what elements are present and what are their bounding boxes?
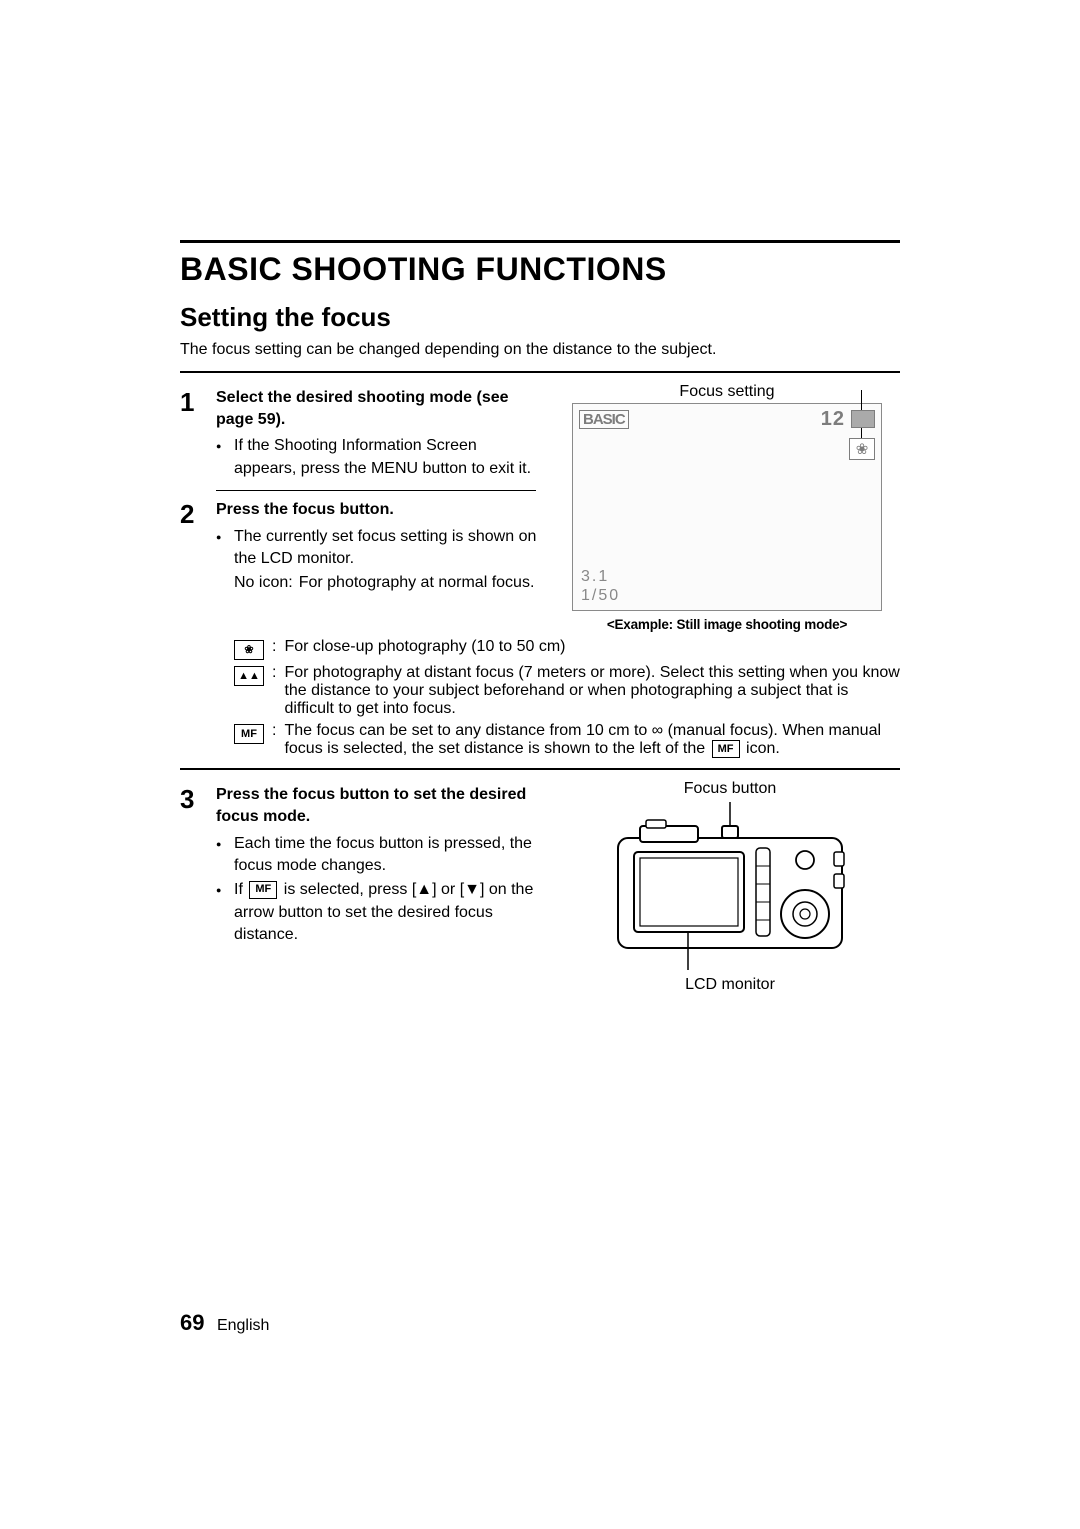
mf-desc-b: icon. [742,740,780,757]
mf-desc: The focus can be set to any distance fro… [284,722,900,758]
step-3-b2-b: is selected, press [▲] or [▼] on the arr… [234,881,533,943]
no-icon-label: No icon: [234,572,293,594]
lcd-col: Focus setting BASIC 12 ❀ 3.1 1/50 <Examp… [554,383,900,632]
step-2-number: 2 [180,499,202,595]
step-3-body: Press the focus button to set the desire… [216,784,540,949]
lcd-basic-badge: BASIC [579,410,629,429]
step-1-bullets: If the Shooting Information Screen appea… [216,435,540,480]
distant-desc: For photography at distant focus (7 mete… [284,664,900,718]
steps-lcd-row: 1 Select the desired shooting mode (see … [180,383,900,632]
lcd-monitor-label: LCD monitor [560,976,900,994]
camera-diagram [600,802,860,972]
step-3-bullet-2: If MF is selected, press [▲] or [▼] on t… [216,879,540,946]
step-3-heading: Press the focus button to set the desire… [216,786,526,825]
step-1-number: 1 [180,387,202,483]
distant-mode-row: ▲▲ : For photography at distant focus (7… [216,664,900,718]
colon: : [272,722,276,740]
step-3-b2-a: If [234,881,247,898]
no-icon-text: For photography at normal focus. [299,572,535,594]
mf-inline-icon: MF [712,740,740,758]
lcd-screen: BASIC 12 ❀ 3.1 1/50 [572,403,882,611]
page-number: 69 [180,1310,204,1335]
mountain-icon: ▲▲ [234,666,264,686]
focus-button-label: Focus button [560,780,900,798]
mf-icon: MF [234,724,264,744]
page-language: English [217,1317,269,1334]
section-rule [180,371,900,373]
colon: : [272,638,276,656]
mf-inline-icon-2: MF [249,881,277,899]
step-1: 1 Select the desired shooting mode (see … [180,387,540,483]
lcd-focus-icon: ❀ [849,438,875,460]
lcd-shot-count: 12 [821,408,845,431]
step-1-heading: Select the desired shooting mode (see pa… [216,389,509,428]
step-3: 3 Press the focus button to set the desi… [180,784,540,949]
macro-mode-row: ❀ : For close-up photography (10 to 50 c… [216,638,900,660]
macro-icon: ❀ [234,640,264,660]
step-3-left: 3 Press the focus button to set the desi… [180,780,540,994]
page-footer: 69 English [180,1310,269,1336]
step-2-heading: Press the focus button. [216,501,394,518]
mf-desc-a: The focus can be set to any distance fro… [284,722,881,757]
section-rule-2 [180,768,900,770]
lcd-caption: <Example: Still image shooting mode> [554,617,900,632]
step-1-bullet: If the Shooting Information Screen appea… [216,435,540,480]
camera-diagram-col: Focus button [560,780,900,994]
step-2-bullets: The currently set focus setting is shown… [216,526,540,571]
intro-text: The focus setting can be changed dependi… [180,339,900,361]
step-divider-1 [216,490,536,491]
step-3-number: 3 [180,784,202,949]
lcd-megapixels: 3.1 [581,568,609,586]
no-icon-row: No icon: For photography at normal focus… [216,572,540,594]
step-3-row: 3 Press the focus button to set the desi… [180,780,900,994]
lcd-card-icon [851,410,875,428]
section-title: Setting the focus [180,302,900,333]
mf-mode-row: MF : The focus can be set to any distanc… [216,722,900,758]
step-2-bullet: The currently set focus setting is shown… [216,526,540,571]
colon: : [272,664,276,682]
steps-left-col: 1 Select the desired shooting mode (see … [180,383,540,632]
manual-page: BASIC SHOOTING FUNCTIONS Setting the foc… [180,240,900,994]
lcd-label: Focus setting [554,383,900,401]
page-title: BASIC SHOOTING FUNCTIONS [180,251,900,288]
lcd-shutter: 1/50 [581,587,620,605]
macro-desc: For close-up photography (10 to 50 cm) [284,638,900,656]
top-rule [180,240,900,243]
focus-mode-list: ❀ : For close-up photography (10 to 50 c… [216,638,900,758]
step-2-body: Press the focus button. The currently se… [216,499,540,595]
step-2: 2 Press the focus button. The currently … [180,499,540,595]
step-1-body: Select the desired shooting mode (see pa… [216,387,540,483]
step-3-bullets: Each time the focus button is pressed, t… [216,833,540,947]
step-3-bullet-1: Each time the focus button is pressed, t… [216,833,540,878]
